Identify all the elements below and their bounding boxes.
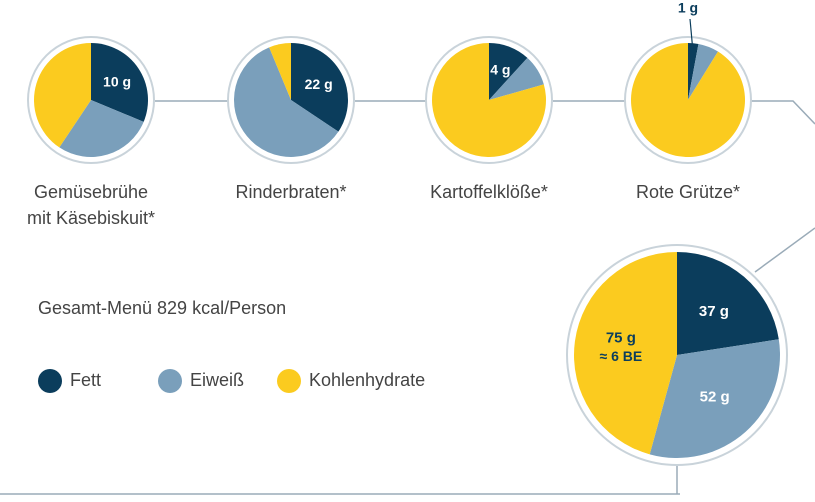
annotation: ≈ 6 BE xyxy=(600,348,643,364)
pie-title: Gemüsebrühe xyxy=(34,182,148,202)
pie-slice xyxy=(630,43,745,157)
pie-slice xyxy=(574,252,677,455)
legend-label: Kohlenhydrate xyxy=(309,370,425,390)
pie-ring xyxy=(227,36,355,164)
pie-ring xyxy=(27,36,155,164)
pie-slice xyxy=(677,252,779,355)
legend-swatch xyxy=(277,369,301,393)
subtitle: Gesamt-Menü 829 kcal/Person xyxy=(38,298,286,318)
connector xyxy=(751,100,815,125)
pie-slice xyxy=(269,43,291,100)
pie-title: Kartoffelklöße* xyxy=(430,182,548,202)
pie-slice xyxy=(59,100,144,157)
legend-swatch xyxy=(38,369,62,393)
pie-slice xyxy=(33,43,91,148)
value-label: 75 g xyxy=(606,329,636,346)
legend-swatch xyxy=(158,369,182,393)
pie-slice xyxy=(489,43,528,100)
value-label: 10 g xyxy=(103,73,131,89)
value-label: 22 g xyxy=(305,76,333,92)
pie-slice xyxy=(649,339,780,458)
legend-label: Fett xyxy=(70,370,101,390)
pie-title: Rote Grütze* xyxy=(636,182,740,202)
value-label: 37 g xyxy=(699,303,729,320)
value-label: 4 g xyxy=(490,61,510,77)
pie-ring xyxy=(425,36,553,164)
label-leader xyxy=(689,18,694,49)
connector xyxy=(754,227,815,273)
pie-slice xyxy=(233,47,339,157)
pie-title: mit Käsebiskuit* xyxy=(27,208,155,228)
pie-slice xyxy=(91,43,148,122)
pie-slice xyxy=(432,43,546,157)
legend-label: Eiweiß xyxy=(190,370,244,390)
pie-ring xyxy=(566,244,788,466)
pie-slice xyxy=(291,43,348,132)
pie-slice xyxy=(688,43,719,100)
pie-title: Rinderbraten* xyxy=(235,182,346,202)
value-label: 52 g xyxy=(700,388,730,405)
connectors xyxy=(0,100,815,495)
pie-slice xyxy=(489,57,544,100)
pie-slice xyxy=(688,43,699,100)
value-label: 1 g xyxy=(678,0,698,16)
pie-ring xyxy=(624,36,752,164)
